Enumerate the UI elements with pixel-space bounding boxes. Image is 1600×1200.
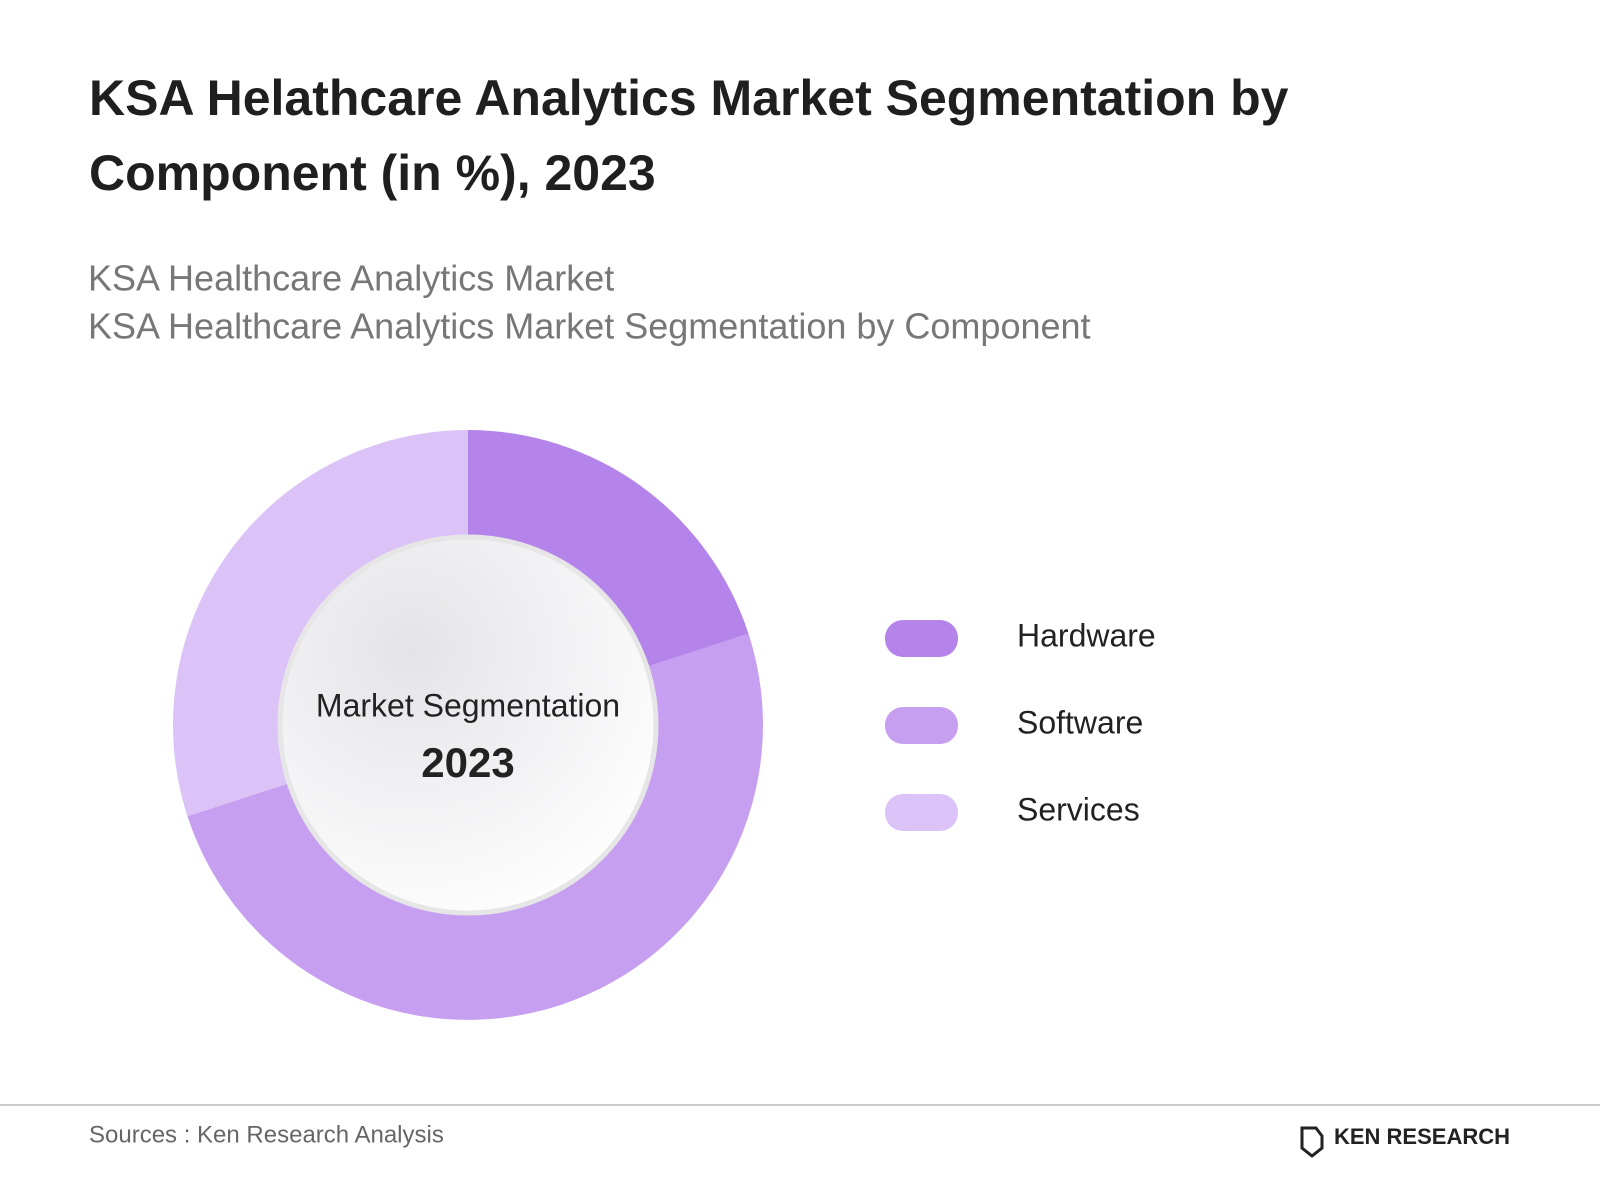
donut-segment — [468, 430, 749, 667]
donut-segment — [172, 429, 468, 817]
source: Sources : Ken Research Analysis — [89, 1121, 444, 1148]
subtitle: KSA Healthcare Analytics Market — [88, 258, 614, 299]
legend-label: Hardware — [1017, 617, 1156, 653]
title-line: KSA Helathcare Analytics Market Segmenta… — [89, 70, 1289, 126]
logo-icon — [1300, 1126, 1324, 1158]
center-value: 2023 — [421, 739, 514, 786]
legend-label: Software — [1017, 704, 1143, 740]
center-label: Market Segmentation — [316, 687, 620, 723]
legend: Hardware Software Services — [885, 617, 1156, 831]
subtitle: KSA Healthcare Analytics Market Segmenta… — [88, 306, 1091, 347]
donut-segment — [187, 633, 763, 1020]
legend-label: Services — [1017, 791, 1140, 827]
chart-title: KSA Helathcare Analytics Market Segmenta… — [89, 70, 1289, 201]
logo: KEN RESEARCH — [1334, 1124, 1510, 1149]
center-disc — [277, 534, 659, 916]
legend-swatch — [885, 620, 958, 657]
title-line: Component (in %), 2023 — [89, 145, 656, 201]
legend-swatch — [885, 707, 958, 744]
legend-swatch — [885, 794, 958, 831]
donut — [172, 429, 763, 1020]
